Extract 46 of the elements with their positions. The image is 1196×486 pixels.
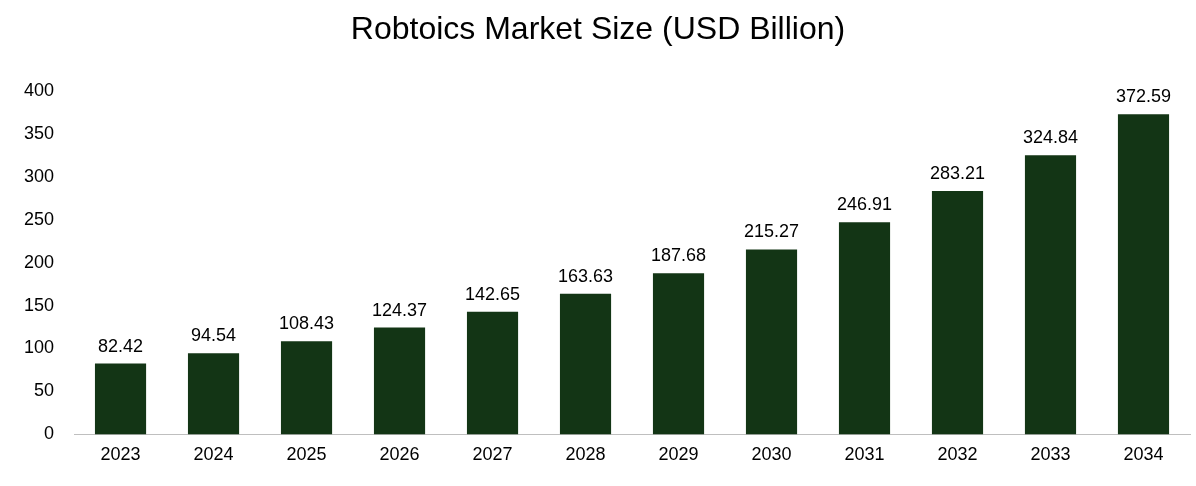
bar <box>373 327 426 435</box>
bar <box>187 353 240 435</box>
bar <box>931 191 984 435</box>
data-label: 283.21 <box>929 163 986 184</box>
x-tick-label: 2029 <box>658 444 699 465</box>
bar <box>466 311 519 435</box>
bar <box>745 249 798 435</box>
x-tick-label: 2026 <box>379 444 420 465</box>
data-label: 82.42 <box>98 335 144 356</box>
y-tick-label: 150 <box>23 294 55 315</box>
y-tick-label: 250 <box>23 208 55 229</box>
x-tick-label: 2030 <box>751 444 792 465</box>
bar <box>94 363 147 435</box>
bar <box>838 222 891 435</box>
x-tick-label: 2032 <box>937 444 978 465</box>
data-label: 187.68 <box>650 245 707 266</box>
y-tick-label: 0 <box>44 423 55 444</box>
data-label: 372.59 <box>1115 86 1172 107</box>
chart-title: Robtoics Market Size (USD Billion) <box>349 10 847 47</box>
y-tick-label: 50 <box>34 380 55 401</box>
bar <box>280 341 333 435</box>
data-label: 124.37 <box>371 299 428 320</box>
y-tick-label: 400 <box>23 79 55 100</box>
x-tick-label: 2027 <box>472 444 513 465</box>
data-label: 94.54 <box>191 325 237 346</box>
y-tick-label: 350 <box>23 122 55 143</box>
x-tick-label: 2034 <box>1123 444 1164 465</box>
data-label: 108.43 <box>278 313 335 334</box>
y-tick-label: 200 <box>23 251 55 272</box>
bar <box>559 293 612 435</box>
y-tick-label: 300 <box>23 165 55 186</box>
data-label: 324.84 <box>1022 127 1079 148</box>
x-tick-label: 2033 <box>1030 444 1071 465</box>
x-tick-label: 2024 <box>193 444 234 465</box>
data-label: 215.27 <box>743 221 800 242</box>
bar <box>1024 155 1077 435</box>
x-tick-label: 2028 <box>565 444 606 465</box>
bar <box>1117 114 1170 435</box>
x-tick-label: 2023 <box>100 444 141 465</box>
data-label: 163.63 <box>557 265 614 286</box>
data-label: 246.91 <box>836 194 893 215</box>
x-tick-label: 2025 <box>286 444 327 465</box>
y-tick-label: 100 <box>23 337 55 358</box>
data-label: 142.65 <box>464 283 521 304</box>
bar <box>652 273 705 435</box>
x-tick-label: 2031 <box>844 444 885 465</box>
